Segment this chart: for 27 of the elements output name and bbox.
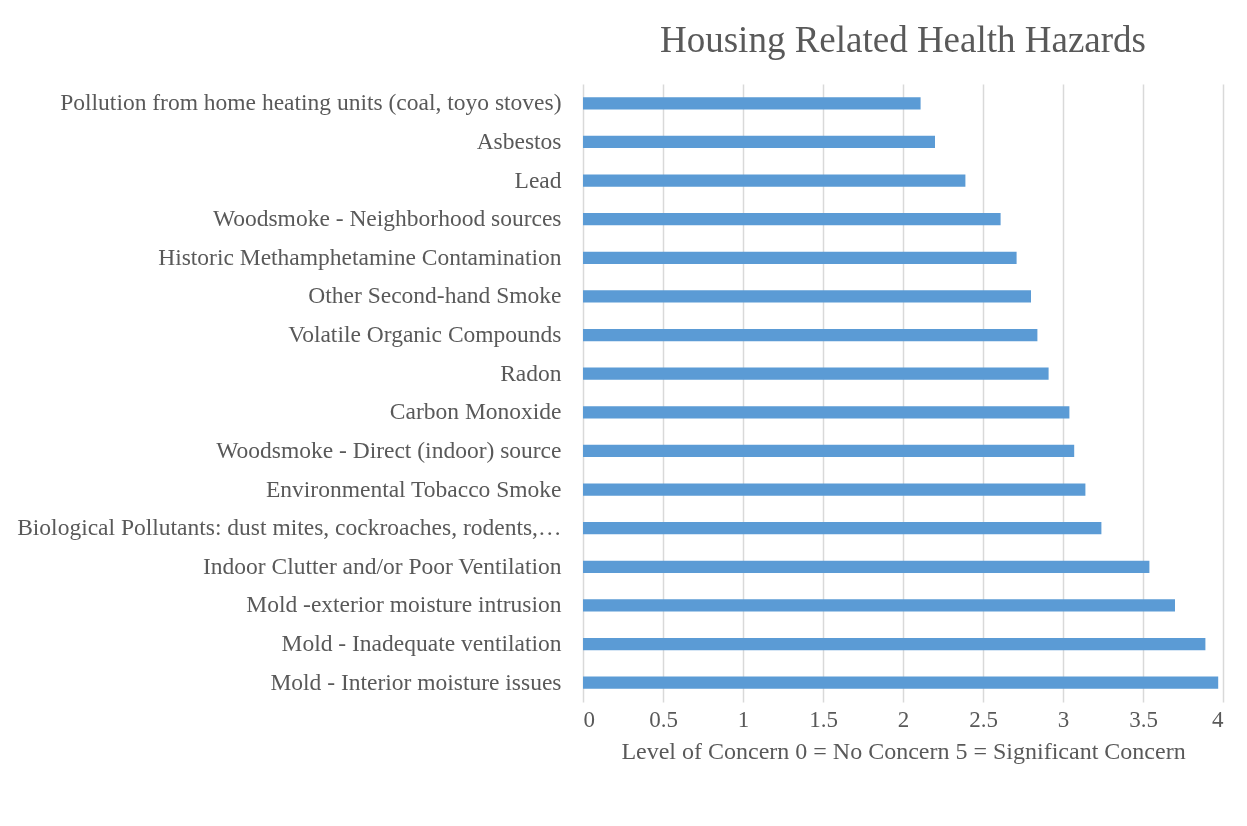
y-tick-label: Biological Pollutants: dust mites, cockroaches, rodents,… [17, 514, 562, 541]
y-tick-label: Mold - Inadequate ventilation [281, 630, 562, 657]
x-tick-label: 4 [1212, 706, 1224, 732]
x-tick-label: 1.5 [809, 706, 838, 732]
y-tick-label: Environmental Tobacco Smoke [265, 475, 562, 502]
x-tick-label: 1 [737, 706, 750, 732]
y-tick-label: Lead [514, 166, 562, 193]
x-tick-label: 2.5 [969, 706, 998, 732]
x-tick-label: 0.5 [649, 706, 678, 732]
y-tick-label: Woodsmoke - Direct (indoor) source [216, 436, 562, 463]
y-tick-label: Historic Methamphetamine Contamination [158, 243, 562, 270]
y-tick-label: Woodsmoke - Neighborhood sources [212, 205, 562, 232]
y-tick-label: Volatile Organic Compounds [288, 321, 562, 348]
x-tick-label: 3.5 [1129, 706, 1158, 732]
y-tick-label: Pollution from home heating units (coal, toyo stoves) [60, 89, 562, 116]
y-tick-label: Mold -exterior moisture intrusion [246, 591, 562, 618]
x-tick-label: 2 [897, 706, 910, 732]
chart-title: Housing Related Health Hazards [660, 19, 1146, 60]
y-tick-label: Other Second-hand Smoke [308, 282, 562, 309]
x-tick-label: 0 [583, 706, 595, 732]
y-tick-label: Asbestos [476, 127, 562, 154]
y-tick-label: Indoor Clutter and/or Poor Ventilation [202, 552, 562, 579]
y-tick-label: Mold - Interior moisture issues [270, 668, 562, 695]
y-tick-label: Radon [500, 359, 562, 386]
x-axis-title: Level of Concern 0 = No Concern 5 = Significant Concern [621, 737, 1186, 764]
y-tick-label: Carbon Monoxide [389, 398, 562, 425]
x-tick-label: 3 [1057, 706, 1070, 732]
